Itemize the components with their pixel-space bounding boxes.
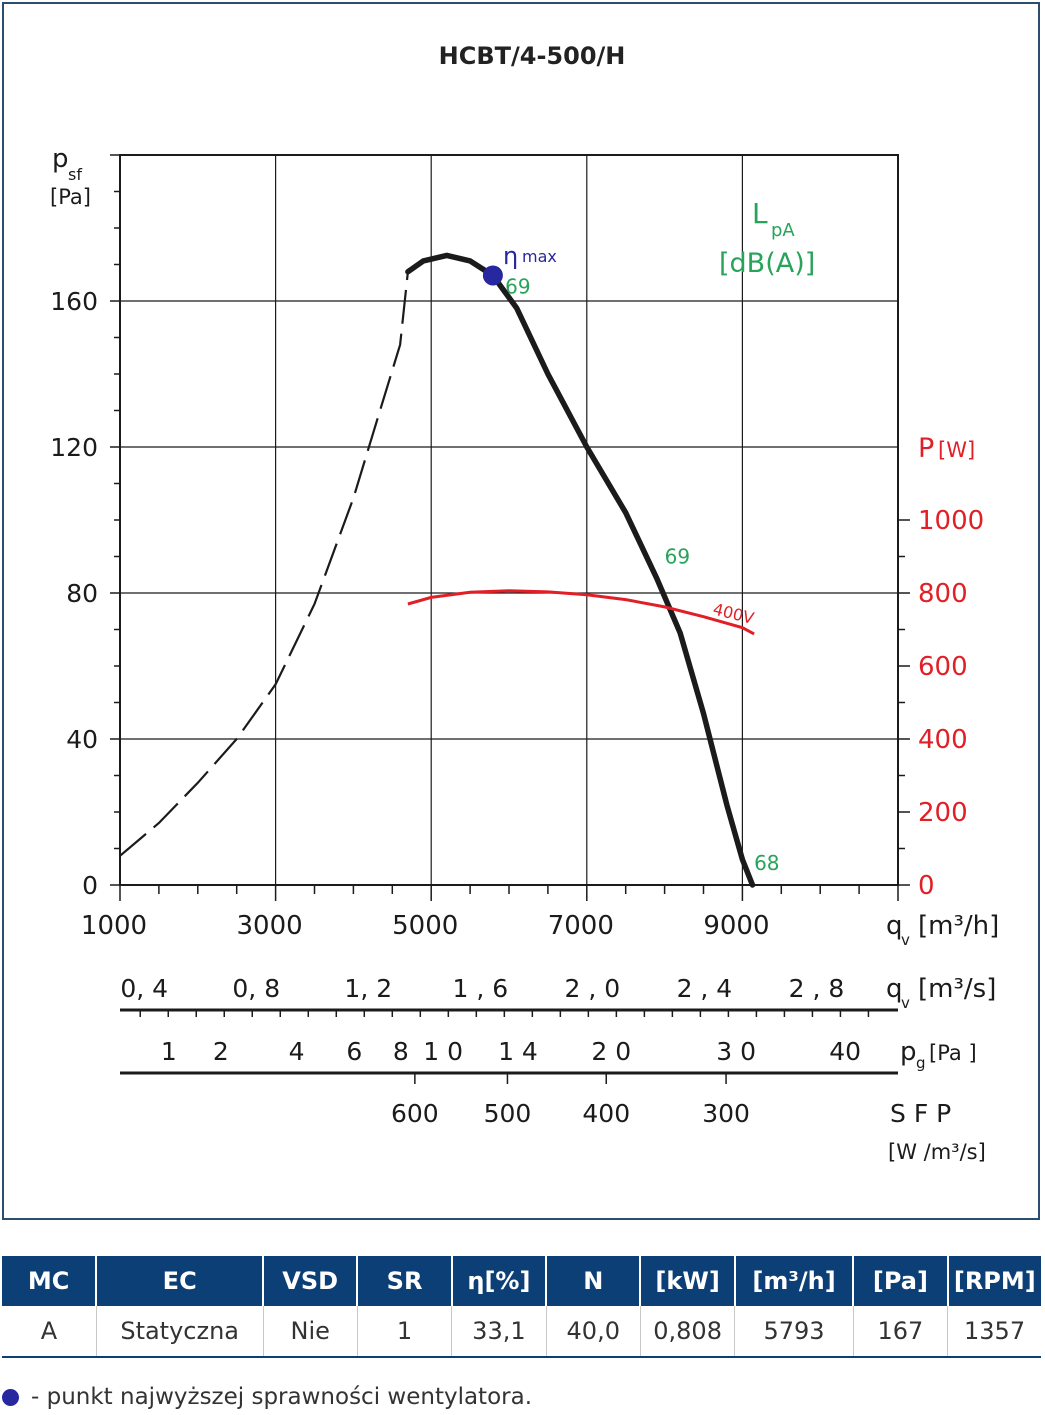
x-tick-label: 7000 — [548, 911, 614, 941]
efficiency-max-point — [482, 265, 503, 286]
table-cell: A — [2, 1306, 97, 1358]
qv-m3s-tick-label: 1, 2 — [344, 974, 392, 1003]
legend-note: - punkt najwyższej sprawności wentylator… — [2, 1384, 532, 1410]
table-header-cell: [Pa] — [853, 1256, 949, 1306]
table-header-cell: [kW] — [640, 1256, 736, 1306]
pg-tick-label: 3 0 — [716, 1037, 756, 1066]
y-axis-unit: [Pa] — [50, 185, 91, 209]
lpa-value-label: 69 — [665, 545, 690, 569]
power-tick-label: 600 — [918, 652, 968, 682]
legend-note-text: - punkt najwyższej sprawności wentylator… — [31, 1384, 533, 1410]
qv-m3s-unit: [m³/s] — [918, 974, 996, 1004]
x-tick-label: 3000 — [237, 911, 303, 941]
power-axis-unit: [W] — [938, 438, 975, 462]
table-cell: 33,1 — [451, 1306, 547, 1358]
sfp-tick-label: 500 — [484, 1099, 532, 1128]
qv-m3s-tick-label: 2 , 4 — [677, 974, 733, 1003]
power-tick-label: 0 — [918, 871, 935, 901]
power-tick-label: 400 — [918, 725, 968, 755]
table-row: A Statyczna Nie 1 33,1 40,0 0,808 5793 167 1357 — [2, 1306, 1041, 1358]
pg-tick-label: 2 0 — [591, 1037, 631, 1066]
qv-m3s-tick-label: 2 , 0 — [565, 974, 621, 1003]
pg-tick-label: 1 4 — [498, 1037, 538, 1066]
pg-tick-label: 40 — [829, 1037, 861, 1066]
table-cell: Nie — [263, 1306, 358, 1358]
y-tick-label: 160 — [50, 287, 98, 316]
eta-max-label-sup: max — [522, 247, 557, 266]
power-axis-label: P — [918, 433, 934, 464]
table-cell: 167 — [853, 1306, 949, 1358]
pressure-curve — [405, 252, 756, 888]
pg-label-sub: g — [916, 1054, 926, 1072]
sfp-unit: [W /m³/s] — [888, 1140, 986, 1164]
y-tick-label: 120 — [50, 433, 98, 462]
qv-m3s-tick-label: 0, 4 — [120, 974, 168, 1003]
table-cell: 5793 — [734, 1306, 854, 1358]
y-tick-label: 40 — [66, 725, 98, 754]
pg-tick-label: 4 — [289, 1037, 305, 1066]
lpa-value-label: 68 — [754, 851, 779, 875]
table-header-cell: [RPM] — [947, 1256, 1041, 1306]
table-cell: 0,808 — [640, 1306, 736, 1358]
x-axis-label-sub: v — [901, 931, 910, 949]
pg-tick-label: 1 — [161, 1037, 177, 1066]
lpa-value-label: 69 — [505, 274, 530, 298]
pg-unit: [Pa ] — [929, 1041, 977, 1065]
table-header-cell: MC — [2, 1256, 98, 1306]
qv-m3s-tick-label: 0, 8 — [232, 974, 280, 1003]
y-axis-label: p — [52, 144, 69, 174]
sfp-tick-label: 600 — [391, 1099, 439, 1128]
table-header-cell: EC — [96, 1256, 264, 1306]
x-tick-label: 1000 — [81, 911, 147, 941]
sfp-label: S F P — [890, 1099, 951, 1128]
table-header-cell: SR — [357, 1256, 453, 1306]
table-cell: 1357 — [947, 1306, 1041, 1358]
pg-tick-label: 8 — [393, 1037, 409, 1066]
pg-label: p — [900, 1037, 917, 1067]
fan-spec-table: MC EC VSD SR η[%] N [kW] [m³/h] [Pa] [RPM] A Staty… — [2, 1256, 1041, 1358]
table-cell: 1 — [357, 1306, 453, 1358]
pg-tick-label: 1 0 — [423, 1037, 463, 1066]
x-tick-label: 5000 — [392, 911, 458, 941]
efficiency-point-icon — [2, 1388, 19, 1406]
sfp-tick-label: 400 — [582, 1099, 630, 1128]
x-axis-label: q — [886, 911, 903, 941]
qv-m3s-label-sub: v — [901, 994, 910, 1012]
y-axis-label-sub: sf — [68, 165, 82, 184]
qv-m3s-tick-label: 1 , 6 — [452, 974, 508, 1003]
y-tick-label: 0 — [82, 871, 98, 900]
y-tick-label: 80 — [66, 579, 98, 608]
qv-m3s-tick-label: 2 , 8 — [789, 974, 845, 1003]
pg-tick-label: 6 — [346, 1037, 362, 1066]
power-curve — [407, 589, 755, 636]
pg-tick-label: 2 — [213, 1037, 229, 1066]
table-cell: Statyczna — [96, 1306, 264, 1358]
table-cell: 40,0 — [546, 1306, 641, 1358]
pressure-curve-unstable — [119, 271, 409, 857]
power-tick-label: 800 — [918, 579, 968, 609]
x-axis-unit: [m³/h] — [918, 911, 999, 941]
lpa-unit: [dB(A)] — [719, 248, 815, 279]
chart-title: HCBT/4-500/H — [439, 42, 626, 70]
table-header-cell: N — [546, 1256, 642, 1306]
chart-frame: HCBT/4-500/H 0 40 80 120 160 p sf [Pa] 1000 3000 5… — [2, 2, 1040, 1220]
qv-m3s-label: q — [886, 974, 903, 1004]
x-tick-label: 9000 — [703, 911, 769, 941]
table-header-row: MC EC VSD SR η[%] N [kW] [m³/h] [Pa] [RPM] — [2, 1256, 1041, 1306]
eta-max-label: η — [503, 242, 518, 270]
sfp-tick-label: 300 — [702, 1099, 750, 1128]
power-tick-label: 1000 — [918, 506, 984, 536]
table-header-cell: VSD — [263, 1256, 359, 1306]
table-header-cell: η[%] — [451, 1256, 548, 1306]
lpa-label-sub: pA — [771, 220, 795, 241]
lpa-label: L — [752, 197, 768, 230]
power-tick-label: 200 — [918, 798, 968, 828]
table-header-cell: [m³/h] — [734, 1256, 855, 1306]
